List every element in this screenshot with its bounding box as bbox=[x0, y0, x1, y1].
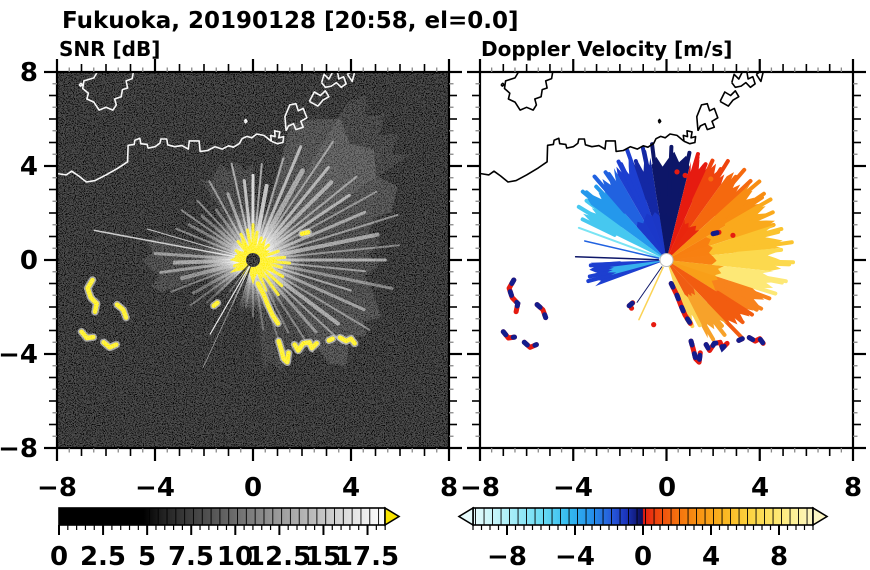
x-tick-label: −8 bbox=[460, 473, 500, 503]
colorbar-tick-label: 7.5 bbox=[168, 542, 214, 570]
y-axis-labels: 8 4 0 −4 −8 bbox=[0, 58, 38, 464]
y-tick-label: 0 bbox=[20, 246, 38, 276]
x-axis-labels-snr: −8 −4 0 4 8 bbox=[37, 473, 458, 503]
x-tick-label: 8 bbox=[440, 473, 458, 503]
colorbar-tick-label: 17.5 bbox=[335, 542, 399, 570]
colorbar-tick-label: 12.5 bbox=[247, 542, 311, 570]
colorbar-tick-label: 15 bbox=[305, 542, 341, 570]
x-tick-label: −4 bbox=[135, 473, 175, 503]
x-axis-labels-doppler: −8 −4 0 4 8 bbox=[460, 473, 862, 503]
snr-ppi-image bbox=[57, 72, 449, 448]
doppler-colorbar-ticks bbox=[472, 525, 814, 535]
colorbar-tick-label: 4 bbox=[702, 542, 720, 570]
colorbar-tick-label: 0 bbox=[50, 542, 68, 570]
axis-ticks bbox=[44, 59, 866, 461]
snr-colorbar-over-arrow bbox=[384, 506, 401, 527]
snr-colorbar: 0 2.5 5 7.5 10 12.5 15 17.5 bbox=[50, 506, 401, 570]
x-tick-label: 8 bbox=[844, 473, 862, 503]
doppler-ppi-image bbox=[480, 72, 853, 448]
colorbar-tick-label: −4 bbox=[555, 542, 595, 570]
snr-colorbar-labels: 0 2.5 5 7.5 10 12.5 15 17.5 bbox=[50, 542, 399, 570]
doppler-colorbar-under-arrow bbox=[457, 506, 474, 527]
y-tick-label: −4 bbox=[0, 340, 38, 370]
doppler-colorbar-labels: −8 −4 0 4 8 bbox=[487, 542, 788, 570]
doppler-colorbar-cells bbox=[473, 508, 813, 525]
x-tick-label: −4 bbox=[553, 473, 593, 503]
snr-panel-title: SNR [dB] bbox=[59, 37, 160, 61]
x-tick-label: 0 bbox=[244, 473, 262, 503]
doppler-colorbar: −8 −4 0 4 8 bbox=[457, 506, 829, 570]
x-tick-label: 4 bbox=[751, 473, 769, 503]
doppler-colorbar-over-arrow bbox=[812, 506, 829, 527]
colorbar-tick-label: −8 bbox=[487, 542, 527, 570]
x-tick-label: 0 bbox=[658, 473, 676, 503]
snr-colorbar-ticks bbox=[58, 525, 386, 535]
x-tick-label: −8 bbox=[37, 473, 77, 503]
colorbar-tick-label: 10 bbox=[217, 542, 253, 570]
colorbar-tick-label: 0 bbox=[634, 542, 652, 570]
y-tick-label: 8 bbox=[20, 58, 38, 88]
colorbar-tick-label: 5 bbox=[138, 542, 156, 570]
colorbar-tick-label: 2.5 bbox=[80, 542, 126, 570]
y-tick-label: −8 bbox=[0, 434, 38, 464]
colorbar-tick-label: 8 bbox=[770, 542, 788, 570]
x-tick-label: 4 bbox=[342, 473, 360, 503]
doppler-panel-title: Doppler Velocity [m/s] bbox=[481, 37, 732, 61]
snr-colorbar-cells bbox=[145, 508, 385, 525]
figure-title: Fukuoka, 20190128 [20:58, el=0.0] bbox=[62, 8, 519, 34]
y-tick-label: 4 bbox=[20, 152, 38, 182]
